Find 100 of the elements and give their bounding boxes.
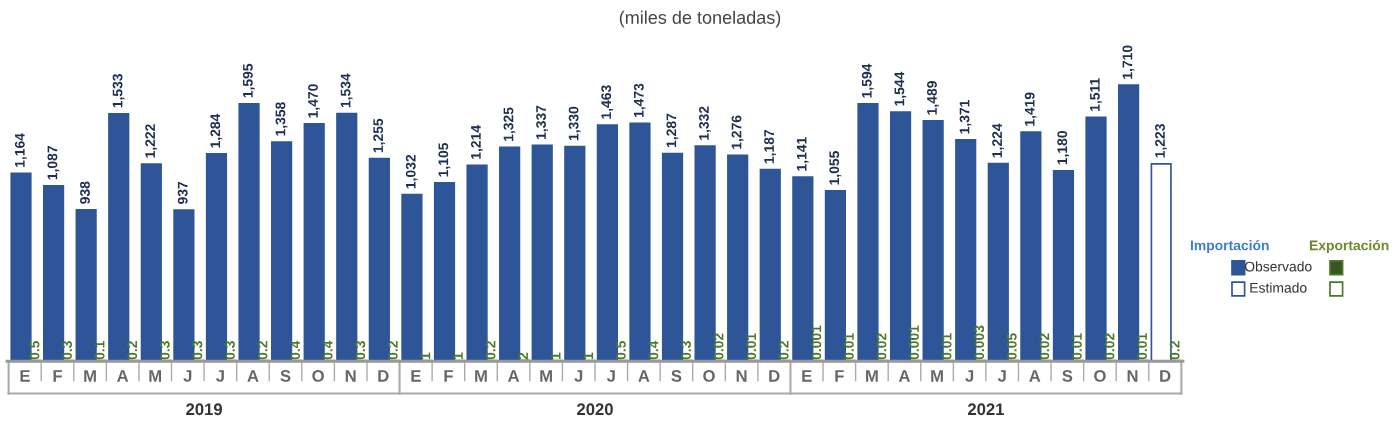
data-label: 0.3 — [355, 341, 366, 360]
x-tick-label: F — [53, 370, 62, 382]
data-label: 0.02 — [713, 333, 724, 360]
x-tick-label: A — [117, 370, 129, 382]
data-label: 1,594 — [861, 63, 874, 98]
data-label: 0.02 — [1039, 333, 1050, 360]
data-label: 0.5 — [29, 340, 40, 360]
data-label: 1,223 — [1155, 124, 1167, 158]
x-tick-label: F — [444, 370, 453, 382]
x-tick-label: M — [931, 370, 943, 382]
data-label: 0.2 — [1169, 341, 1180, 360]
data-label: 1,534 — [340, 73, 353, 108]
data-label: 1,087 — [47, 146, 60, 180]
data-label: 1,337 — [536, 105, 548, 139]
x-tick-label: O — [703, 370, 715, 382]
x-tick-label: N — [1127, 370, 1138, 382]
data-label: 0.2 — [778, 341, 789, 360]
data-label: 1,358 — [275, 102, 288, 136]
x-tick-label: D — [1160, 370, 1171, 382]
text: 2021 — [967, 403, 1004, 416]
data-label: 0.001 — [909, 325, 919, 360]
data-label: 0.2 — [485, 341, 496, 360]
x-tick-label: M — [866, 370, 878, 382]
data-label: 1,544 — [894, 71, 907, 106]
x-tick-label: J — [965, 370, 974, 382]
data-label: 1,287 — [666, 113, 679, 148]
data-label: 1,325 — [503, 107, 516, 141]
data-label: 1,511 — [1090, 78, 1102, 111]
data-label: 1,470 — [308, 84, 320, 118]
data-label: 1,187 — [764, 129, 776, 164]
data-label: 1,419 — [1024, 92, 1037, 126]
text: Observado — [1244, 261, 1312, 272]
x-tick-label: S — [280, 370, 291, 382]
data-label: 1,222 — [145, 124, 158, 158]
data-label: 1 — [420, 352, 431, 359]
data-label: 1,533 — [112, 73, 125, 108]
x-tick-label: J — [215, 370, 224, 382]
data-label: 1 — [550, 352, 561, 359]
data-label: 1,224 — [992, 123, 1005, 158]
x-tick-label: M — [149, 370, 162, 382]
data-label: 937 — [177, 181, 188, 204]
data-label: 0.2 — [257, 341, 268, 360]
data-label: 0.02 — [1104, 333, 1115, 360]
data-label: 1,055 — [829, 151, 842, 185]
x-tick-label: D — [378, 370, 389, 382]
data-label: 1,284 — [210, 113, 223, 148]
data-label: 1,032 — [405, 154, 418, 189]
x-tick-label: A — [1029, 370, 1041, 382]
data-label: 1,255 — [373, 118, 386, 153]
text: Estimado — [1250, 282, 1307, 293]
data-label: 0.4 — [648, 340, 659, 360]
data-label: 1,330 — [568, 106, 581, 141]
data-label: 0.003 — [974, 325, 985, 360]
data-label: 0.4 — [290, 340, 300, 360]
data-label: 0.01 — [1137, 333, 1147, 360]
text: 2020 — [577, 403, 613, 416]
data-label: 0.01 — [746, 333, 757, 360]
data-label: 1,141 — [796, 137, 809, 171]
text: Exportación — [1309, 239, 1389, 254]
data-label: 0.05 — [1006, 333, 1017, 360]
data-label: 0.2 — [387, 341, 398, 360]
x-tick-label: N — [736, 370, 747, 382]
chart-title: (miles de toneladas) — [619, 10, 781, 28]
x-tick-label: E — [20, 370, 30, 382]
x-tick-label: F — [835, 370, 844, 382]
data-label: 938 — [80, 181, 90, 204]
data-label: 1 — [453, 352, 463, 359]
data-label: 0.3 — [225, 341, 235, 360]
text: 2019 — [186, 403, 223, 416]
data-label: 1,463 — [601, 85, 614, 119]
series-label: Importación — [1190, 239, 1269, 254]
x-tick-label: M — [475, 370, 487, 382]
data-label: 1,473 — [633, 83, 646, 118]
data-label: 1,710 — [1122, 45, 1135, 79]
data-label: 0.1 — [94, 340, 105, 360]
data-label: 0.01 — [941, 333, 952, 360]
x-tick-label: N — [345, 370, 356, 382]
x-tick-label: A — [247, 370, 259, 382]
x-tick-label: A — [507, 370, 520, 382]
x-tick-label: A — [898, 370, 911, 382]
data-label: 1,214 — [470, 125, 483, 159]
data-label: 0.5 — [615, 340, 626, 360]
data-label: 2 — [518, 352, 528, 360]
x-tick-label: J — [606, 370, 615, 382]
data-label: 1,105 — [438, 142, 451, 177]
data-label: 0.3 — [681, 341, 691, 360]
data-label: 1,276 — [731, 115, 744, 149]
x-tick-label: S — [671, 370, 682, 382]
data-label: 1 — [583, 352, 594, 359]
data-label: 0.2 — [127, 341, 138, 360]
x-tick-label: M — [84, 370, 96, 382]
data-label: 1,332 — [699, 106, 711, 140]
data-label: 0.02 — [876, 333, 887, 360]
x-tick-label: M — [540, 370, 552, 382]
x-tick-label: E — [802, 370, 812, 382]
data-label: 0.01 — [843, 333, 854, 360]
data-label: 1,164 — [14, 133, 27, 167]
data-label: 1,595 — [242, 63, 255, 98]
data-label: 1,371 — [959, 100, 972, 134]
x-tick-label: D — [769, 370, 780, 382]
